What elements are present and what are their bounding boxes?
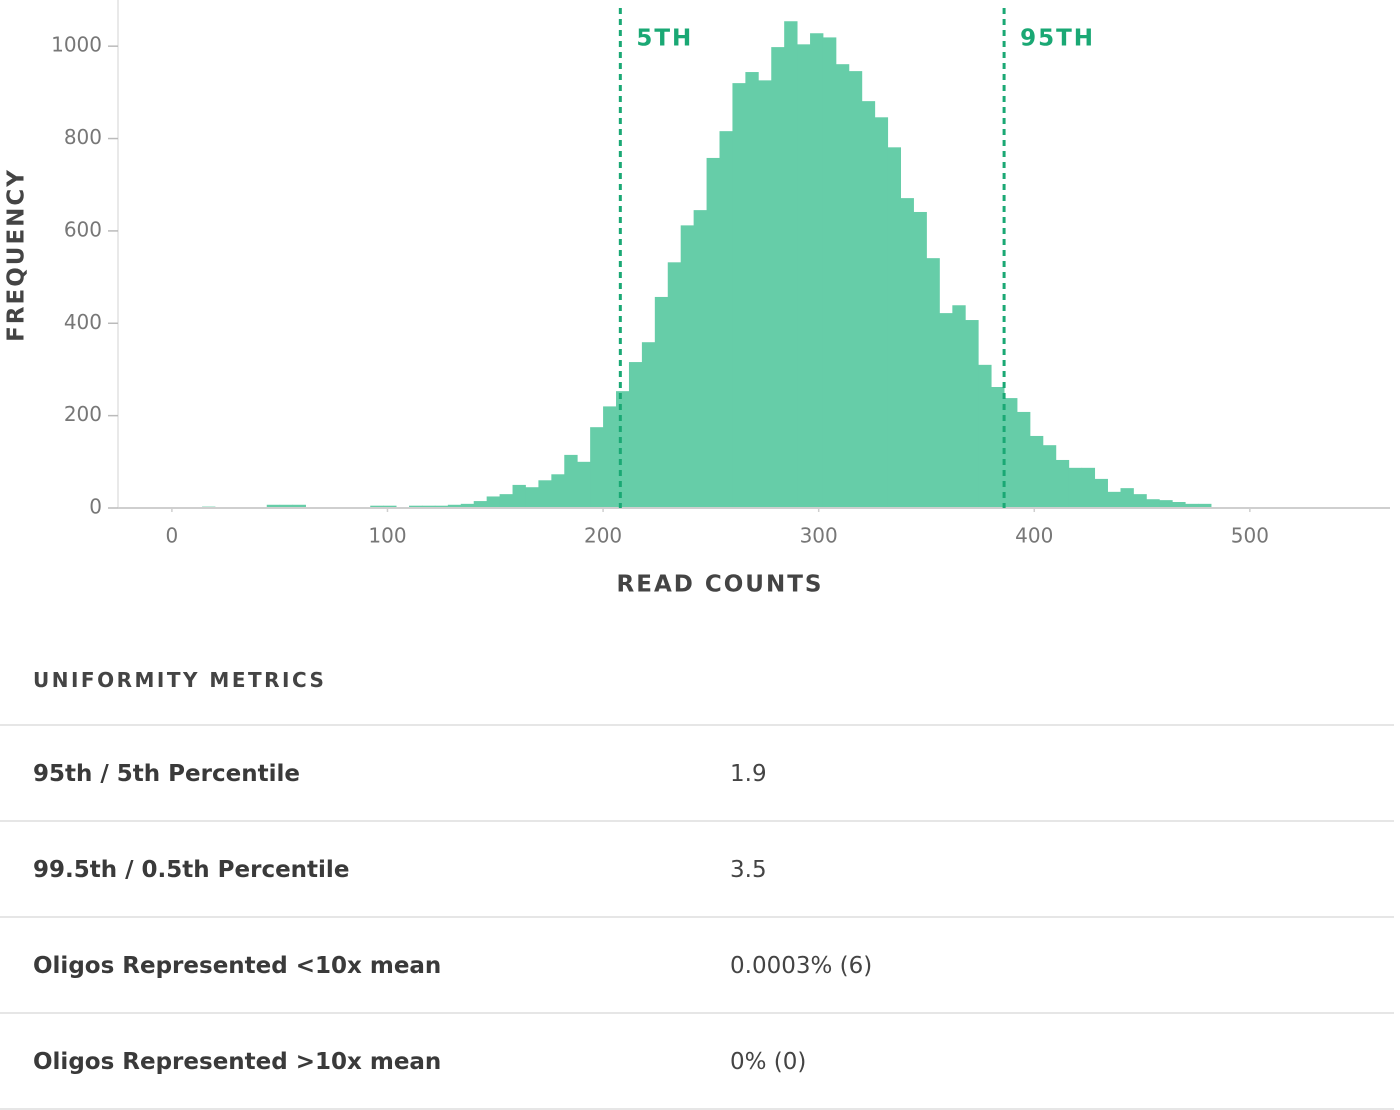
y-tick-label: 800 <box>64 125 102 149</box>
table-header: UNIFORMITY METRICS <box>0 640 1394 726</box>
bar <box>1159 500 1173 508</box>
metric-label: 95th / 5th Percentile <box>33 761 300 787</box>
bar <box>822 37 837 508</box>
bar <box>900 198 914 508</box>
bar <box>1094 478 1108 508</box>
bar <box>499 494 513 508</box>
bar <box>784 21 798 508</box>
bar <box>538 480 552 508</box>
bar <box>939 313 953 508</box>
bar <box>1017 411 1031 508</box>
x-tick-label: 200 <box>584 524 622 548</box>
y-tick-label: 0 <box>89 495 102 519</box>
bar <box>771 47 785 508</box>
bar <box>1055 459 1070 508</box>
bar <box>1004 398 1018 508</box>
bar <box>965 320 979 508</box>
metric-label: Oligos Represented <10x mean <box>33 953 442 979</box>
metrics-table: UNIFORMITY METRICS 95th / 5th Percentile… <box>0 640 1394 1110</box>
bar <box>926 258 940 508</box>
bar <box>874 117 889 508</box>
bar <box>447 504 462 508</box>
bar <box>1146 499 1160 508</box>
bar <box>590 427 604 508</box>
y-tick-label: 200 <box>64 402 102 426</box>
y-axis-title: FREQUENCY <box>4 168 30 342</box>
metric-value: 3.5 <box>730 857 767 883</box>
bar <box>1081 467 1096 508</box>
metric-value: 1.9 <box>730 761 767 787</box>
bar <box>978 364 992 508</box>
bar <box>667 262 682 508</box>
metric-label: Oligos Represented >10x mean <box>33 1049 442 1075</box>
bar <box>370 505 384 508</box>
bar <box>835 64 850 509</box>
bar <box>1172 501 1186 508</box>
metric-value: 0.0003% (6) <box>730 953 873 979</box>
bar <box>745 72 759 508</box>
table-row: 95th / 5th Percentile 1.9 <box>0 726 1394 822</box>
bar <box>732 83 746 509</box>
bar <box>460 503 475 508</box>
x-tick-label: 400 <box>1015 524 1053 548</box>
y-tick-label: 600 <box>64 217 102 241</box>
bar <box>616 391 630 508</box>
bar <box>758 80 772 509</box>
bar <box>654 296 669 508</box>
bar <box>1133 494 1147 508</box>
bar <box>693 210 707 509</box>
bar <box>861 101 876 508</box>
bar <box>952 305 966 508</box>
bar <box>1198 503 1212 508</box>
bar <box>913 211 927 508</box>
bar <box>577 461 591 508</box>
bar <box>719 131 733 508</box>
bar <box>409 505 423 508</box>
table-row: 99.5th / 0.5th Percentile 3.5 <box>0 822 1394 918</box>
bar <box>383 505 397 508</box>
bar <box>628 362 643 508</box>
bar <box>1120 488 1134 508</box>
bar <box>706 157 720 508</box>
x-tick-label: 300 <box>800 524 838 548</box>
table-row: Oligos Represented <10x mean 0.0003% (6) <box>0 918 1394 1014</box>
bar <box>279 504 294 508</box>
bar <box>525 487 539 508</box>
x-tick-label: 100 <box>368 524 406 548</box>
bar <box>810 33 824 508</box>
bar <box>292 504 306 508</box>
bar <box>421 505 436 508</box>
x-axis-title: READ COUNTS <box>617 572 824 598</box>
bar <box>797 44 811 509</box>
bar <box>434 505 449 508</box>
bar <box>486 496 500 508</box>
chart: READ COUNTS FREQUENCY 0 200 400 600 800 1000 0… <box>4 0 1390 598</box>
bar <box>641 342 656 508</box>
bar <box>1029 435 1044 508</box>
bar <box>603 406 617 508</box>
bar <box>680 225 695 508</box>
y-tick-label: 1000 <box>51 33 102 57</box>
bar <box>887 147 902 508</box>
table-row: Oligos Represented >10x mean 0% (0) <box>0 1014 1394 1110</box>
percentile-label: 95TH <box>1020 26 1095 52</box>
percentile-label: 5TH <box>636 26 693 52</box>
x-tick-label: 500 <box>1231 524 1269 548</box>
bar <box>512 484 526 508</box>
bar <box>1042 445 1057 508</box>
bar <box>1107 491 1121 508</box>
bar <box>564 454 578 508</box>
bar <box>473 501 488 508</box>
bar <box>848 71 863 509</box>
bar <box>1068 467 1083 508</box>
bar <box>551 474 565 508</box>
metric-label: 99.5th / 0.5th Percentile <box>33 857 350 883</box>
metric-value: 0% (0) <box>730 1049 807 1075</box>
x-tick-label: 0 <box>166 524 179 548</box>
bar <box>266 504 281 508</box>
bar <box>1185 503 1199 508</box>
y-tick-label: 400 <box>64 310 102 334</box>
bar <box>991 387 1005 508</box>
